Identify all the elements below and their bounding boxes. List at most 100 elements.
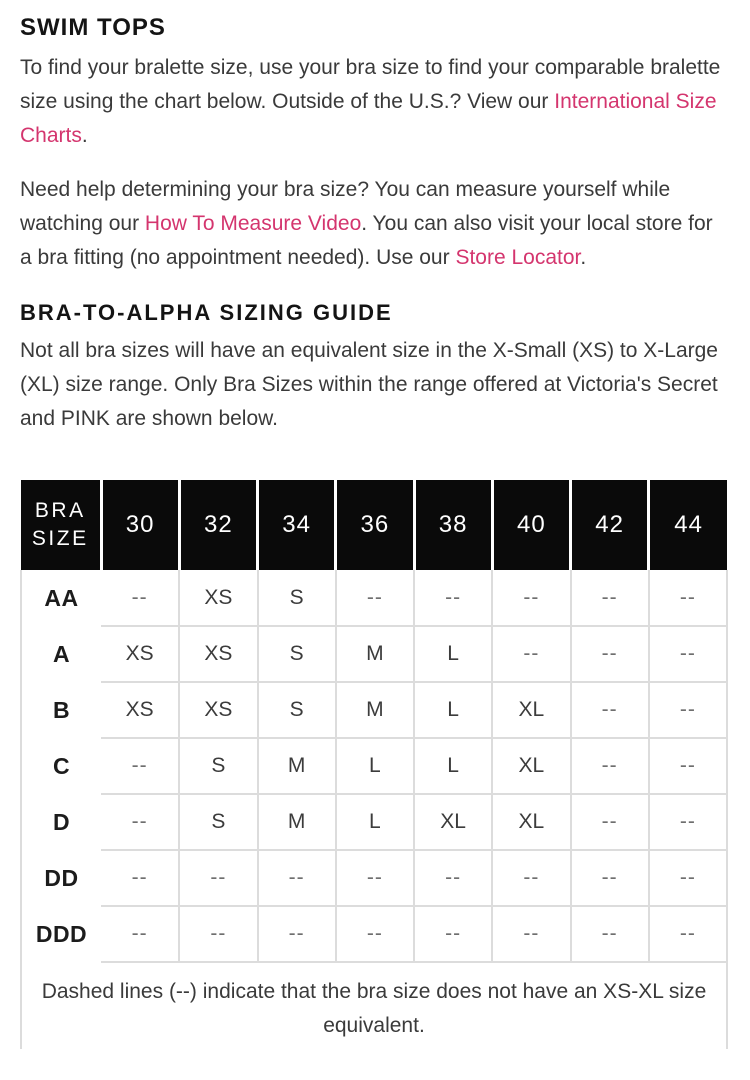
size-cell: XS <box>179 625 259 682</box>
size-cell: -- <box>179 849 259 906</box>
size-cell: S <box>179 737 259 794</box>
size-cell: -- <box>414 905 494 963</box>
size-cell: L <box>335 793 416 850</box>
size-cell: XS <box>179 570 259 626</box>
size-cell: S <box>257 570 337 626</box>
size-cell: -- <box>414 570 494 626</box>
size-cell: XS <box>101 681 181 738</box>
size-cell: L <box>414 625 494 682</box>
size-cell: -- <box>648 570 729 626</box>
size-cell: -- <box>335 570 416 626</box>
size-cell: -- <box>335 849 416 906</box>
column-header-30: 30 <box>101 480 181 570</box>
page-title: SWIM TOPS <box>20 14 166 41</box>
size-cell: -- <box>570 905 650 963</box>
size-cell: L <box>414 681 494 738</box>
size-cell: XL <box>414 793 494 850</box>
size-cell: -- <box>570 625 650 682</box>
sizing-guide-heading: BRA-TO-ALPHA SIZING GUIDE <box>20 300 393 325</box>
size-cell: -- <box>570 681 650 738</box>
size-cell: -- <box>492 905 572 963</box>
size-cell: -- <box>101 793 181 850</box>
size-cell: -- <box>492 570 572 626</box>
size-cell: -- <box>492 625 572 682</box>
size-cell: -- <box>335 905 416 963</box>
column-header-42: 42 <box>570 480 651 570</box>
how-to-measure-video-link[interactable]: How To Measure Video <box>144 212 362 235</box>
sizing-guide-paragraph: Not all bra sizes will have an equivalen… <box>20 339 718 430</box>
size-cell: M <box>335 625 416 682</box>
column-header-32: 32 <box>179 480 260 570</box>
header-row: BRA SIZE 30 32 34 36 38 40 42 44 <box>21 480 727 570</box>
table-row-b: B XS XS S M L XL -- -- <box>20 681 729 738</box>
size-cell: M <box>335 681 416 738</box>
size-chart-container: BRA SIZE 30 32 34 36 38 40 42 44 AA -- X… <box>20 480 730 1049</box>
column-header-34: 34 <box>257 480 338 570</box>
size-cell: -- <box>570 570 650 626</box>
size-cell: XS <box>179 681 259 738</box>
size-cell: XL <box>492 737 572 794</box>
help-text-1: Need help determining your bra size? You… <box>20 178 671 235</box>
table-note: Dashed lines (--) indicate that the bra … <box>20 962 728 1049</box>
size-cell: -- <box>101 905 181 963</box>
size-cell: XL <box>492 793 572 850</box>
size-cell: -- <box>648 849 729 906</box>
table-row-aa: AA -- XS S -- -- -- -- -- <box>20 570 729 626</box>
size-cell: -- <box>101 849 181 906</box>
size-cell: S <box>257 681 337 738</box>
intro-after-text: . <box>81 124 88 147</box>
size-cell: -- <box>414 849 494 906</box>
size-cell: -- <box>648 625 729 682</box>
size-cell: -- <box>179 905 259 963</box>
row-label: D <box>20 794 101 850</box>
measure-help-paragraph: Need help determining your bra size? You… <box>20 173 726 275</box>
size-cell: S <box>179 793 259 850</box>
size-cell: -- <box>101 570 181 626</box>
size-cell: -- <box>570 737 650 794</box>
size-cell: -- <box>257 849 337 906</box>
table-row-dd: DD -- -- -- -- -- -- -- -- <box>20 849 729 906</box>
row-label: A <box>20 626 101 682</box>
size-cell: -- <box>101 737 181 794</box>
size-cell: M <box>257 793 337 850</box>
table-row-a: A XS XS S M L -- -- -- <box>20 625 729 682</box>
intro-paragraph: To find your bralette size, use your bra… <box>20 51 726 153</box>
size-cell: XL <box>492 681 572 738</box>
table-header: BRA SIZE 30 32 34 36 38 40 42 44 <box>21 480 727 570</box>
size-cell: -- <box>492 849 572 906</box>
size-cell: -- <box>648 737 729 794</box>
store-locator-link[interactable]: Store Locator <box>455 246 581 269</box>
column-header-40: 40 <box>492 480 573 570</box>
size-cell: L <box>335 737 416 794</box>
size-cell: M <box>257 737 337 794</box>
table-body: AA -- XS S -- -- -- -- -- A XS XS S M L <box>20 570 729 1049</box>
table-note-row: Dashed lines (--) indicate that the bra … <box>20 962 728 1049</box>
size-cell: L <box>414 737 494 794</box>
bra-to-alpha-table: BRA SIZE 30 32 34 36 38 40 42 44 AA -- X… <box>20 480 729 1049</box>
column-header-36: 36 <box>335 480 416 570</box>
table-row-d: D -- S M L XL XL -- -- <box>20 793 729 850</box>
column-header-bra-size: BRA SIZE <box>21 480 103 570</box>
size-cell: -- <box>648 905 729 963</box>
content-area: SWIM TOPS To find your bralette size, us… <box>20 14 730 1049</box>
size-cell: -- <box>648 681 729 738</box>
size-cell: -- <box>648 793 729 850</box>
size-cell: XS <box>101 625 181 682</box>
size-cell: -- <box>257 905 337 963</box>
row-label: DDD <box>20 906 101 962</box>
help-text-3: . <box>580 246 587 269</box>
help-text-2: . You can also visit your local store fo… <box>20 212 713 269</box>
size-cell: -- <box>570 793 650 850</box>
column-header-44: 44 <box>648 480 727 570</box>
table-row-c: C -- S M L L XL -- -- <box>20 737 729 794</box>
intro-text: To find your bralette size, use your bra… <box>20 56 721 113</box>
row-label: C <box>20 738 101 794</box>
row-label: AA <box>20 570 101 626</box>
row-label: B <box>20 682 101 738</box>
column-header-38: 38 <box>414 480 494 570</box>
size-cell: -- <box>570 849 650 906</box>
international-size-charts-link[interactable]: International Size Charts <box>20 90 717 147</box>
row-label: DD <box>20 850 101 906</box>
table-row-ddd: DDD -- -- -- -- -- -- -- -- <box>20 905 729 963</box>
